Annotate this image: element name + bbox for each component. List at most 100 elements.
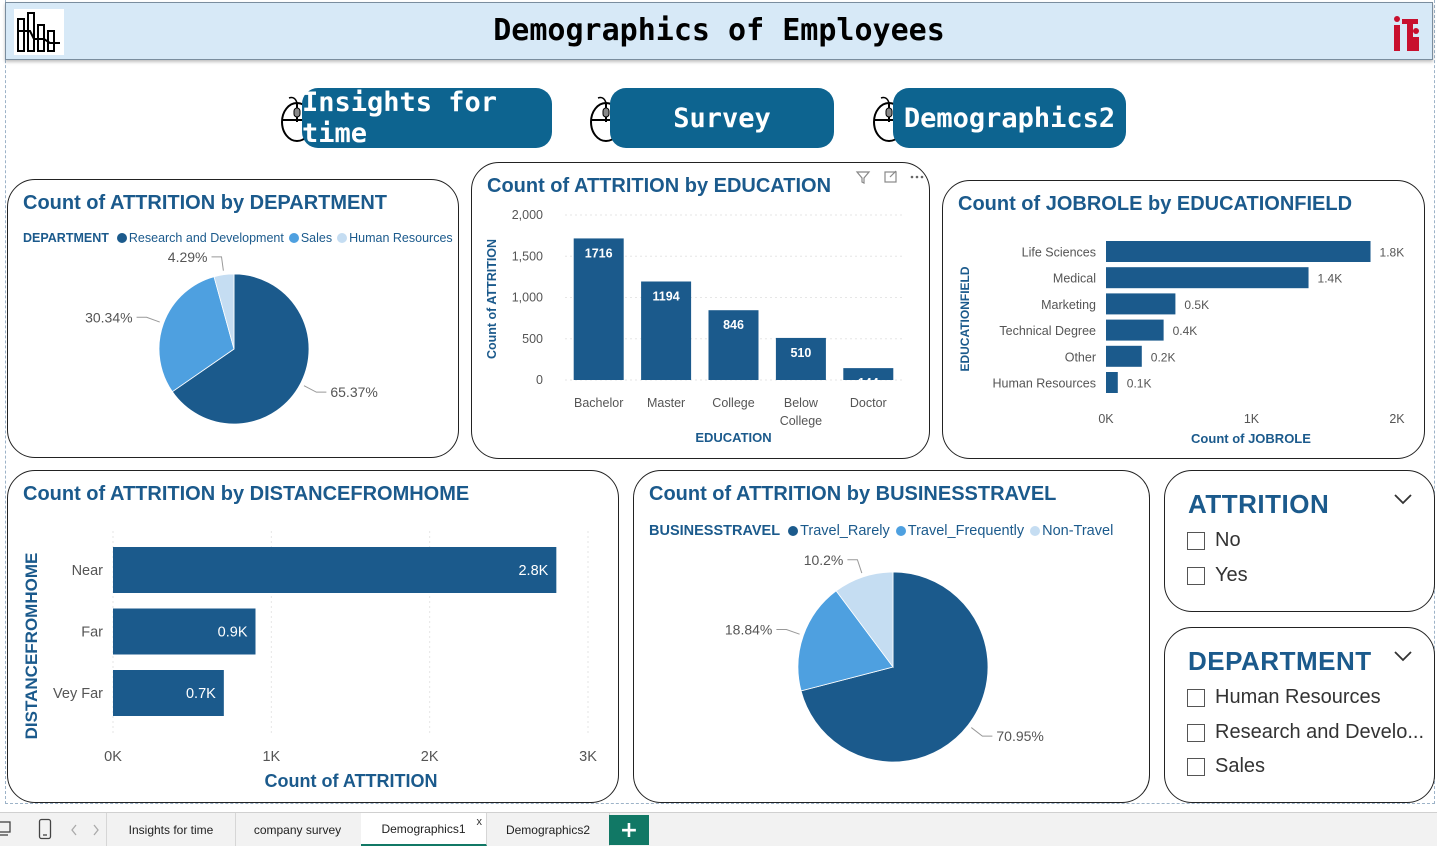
- tab-demographics1[interactable]: Demographics1 x: [361, 813, 487, 846]
- checkbox[interactable]: [1187, 566, 1205, 585]
- title-bar: Demographics of Employees: [5, 2, 1433, 60]
- tab-demographics2[interactable]: Demographics2: [487, 813, 610, 846]
- y-tick-label: Life Sciences: [1022, 246, 1096, 260]
- y-tick-label: Near: [72, 563, 104, 579]
- tab-label: Insights for time: [128, 822, 214, 837]
- slicer-option-sales[interactable]: Sales: [1187, 755, 1265, 778]
- businesstravel-pie-card[interactable]: Count of ATTRITION by BUSINESSTRAVEL BUS…: [633, 470, 1150, 803]
- chevron-down-icon[interactable]: [1394, 493, 1412, 505]
- add-page-button[interactable]: +: [609, 815, 649, 845]
- bar: [641, 281, 692, 380]
- pie-slice: [800, 571, 989, 763]
- legend-item[interactable]: Non-Travel: [1042, 523, 1114, 539]
- x-axis-title: Count of JOBROLE: [1191, 431, 1311, 446]
- nav-survey-button[interactable]: Survey: [610, 88, 834, 148]
- slicer-title: ATTRITION: [1188, 489, 1330, 519]
- data-label: 30.34%: [85, 309, 132, 325]
- chevron-down-icon[interactable]: [1394, 650, 1412, 662]
- bar-chart: Life Sciences 1.8K Medical 1.4K Marketing 0.5…: [958, 241, 1405, 446]
- y-tick-label: Far: [81, 625, 103, 641]
- nav-demographics2-button[interactable]: Demographics2: [893, 88, 1126, 148]
- bar: [843, 368, 894, 380]
- more-options-icon[interactable]: [910, 175, 924, 179]
- education-bar-card[interactable]: Count of ATTRITION by EDUCATION 0 500 1,00…: [471, 162, 930, 459]
- chart-title: Count of ATTRITION by DEPARTMENT: [23, 192, 388, 214]
- y-tick-label: Vey Far: [53, 686, 103, 702]
- chevron-right-icon[interactable]: [92, 824, 100, 836]
- leader-line: [211, 256, 224, 271]
- nav-insights-for-time-button[interactable]: Insights for time: [302, 87, 552, 149]
- x-tick-label: Below: [784, 396, 819, 410]
- data-label: 1194: [653, 289, 680, 303]
- iti-logo-icon: [1392, 15, 1420, 55]
- chart-title: Count of ATTRITION by EDUCATION: [487, 175, 832, 197]
- slicer-option-human-resources[interactable]: Human Resources: [1187, 686, 1381, 709]
- jobrole-bar-card[interactable]: Count of JOBROLE by EDUCATIONFIELD Life …: [942, 180, 1425, 459]
- data-label: 4.29%: [168, 249, 208, 265]
- data-label: 10.2%: [804, 552, 844, 568]
- bar: [573, 238, 624, 380]
- legend-item[interactable]: Sales: [300, 231, 333, 245]
- bar-chart: 0K 1K 2K 3K Near 2.8K Far 0.9K Vey Far 0.7K Count …: [22, 531, 597, 791]
- data-label: 846: [723, 318, 744, 332]
- x-tick-label: 2K: [1389, 412, 1405, 426]
- y-tick-label: 1,000: [512, 291, 543, 305]
- checkbox[interactable]: [1187, 723, 1205, 742]
- x-tick-label: 1K: [262, 749, 280, 765]
- data-label: 510: [790, 346, 811, 360]
- option-label: Yes: [1215, 564, 1248, 586]
- bar-chart: 0 500 1,000 1,500 2,000 1716 Bachelor 1194 Maste…: [485, 208, 902, 445]
- slicer-option-no[interactable]: No: [1187, 529, 1241, 552]
- x-tick-label: 3K: [579, 749, 597, 765]
- option-label: Research and Develo...: [1215, 721, 1425, 743]
- pie-slice: [158, 276, 235, 393]
- department-slicer[interactable]: DEPARTMENT Human Resources Research and …: [1164, 627, 1435, 803]
- checkbox[interactable]: [1187, 757, 1205, 776]
- distance-bar-card[interactable]: Count of ATTRITION by DISTANCEFROMHOME 0…: [7, 470, 619, 803]
- y-tick-label: Human Resources: [992, 377, 1096, 391]
- legend-item[interactable]: Travel_Frequently: [907, 523, 1025, 539]
- x-tick-label: 0K: [104, 749, 122, 765]
- hourglass-chart-icon: [14, 9, 64, 55]
- mobile-view-icon[interactable]: [38, 818, 52, 840]
- bar: [708, 310, 759, 380]
- slicer-option-research[interactable]: Research and Develo...: [1187, 721, 1424, 744]
- close-tab-icon[interactable]: x: [476, 816, 483, 828]
- checkbox[interactable]: [1187, 531, 1205, 550]
- legend-item[interactable]: Research and Development: [128, 231, 284, 245]
- legend-item[interactable]: Travel_Rarely: [800, 523, 890, 539]
- tab-insights-for-time[interactable]: Insights for time: [106, 813, 236, 846]
- report-canvas: [5, 0, 1435, 804]
- y-axis-title: EDUCATIONFIELD: [958, 266, 972, 371]
- y-tick-label: 500: [522, 332, 543, 346]
- legend-item[interactable]: Human Resources: [349, 231, 453, 245]
- legend: DEPARTMENT Research and Development Sales H…: [23, 231, 453, 245]
- focus-mode-icon[interactable]: [884, 170, 897, 183]
- data-label: 0.4K: [1173, 324, 1198, 338]
- x-axis-title: EDUCATION: [695, 430, 771, 445]
- attrition-slicer[interactable]: ATTRITION No Yes: [1164, 470, 1435, 612]
- tab-company-survey[interactable]: company survey: [234, 813, 362, 846]
- slicer-option-yes[interactable]: Yes: [1187, 564, 1248, 587]
- data-label: 18.84%: [725, 622, 772, 638]
- bar: [1106, 241, 1371, 262]
- x-tick-label: College: [712, 396, 754, 410]
- department-pie-card[interactable]: Count of ATTRITION by DEPARTMENT DEPARTM…: [7, 179, 459, 458]
- x-tick-label: 0K: [1098, 412, 1114, 426]
- desktop-view-icon[interactable]: [0, 819, 14, 839]
- pie-slice: [213, 273, 235, 350]
- option-label: Human Resources: [1215, 686, 1381, 708]
- data-label: 0.1K: [1127, 377, 1152, 391]
- pie-chart: 65.37% 30.34% 4.29%: [85, 249, 378, 425]
- leader-line: [776, 629, 800, 635]
- chevron-left-icon[interactable]: [70, 824, 78, 836]
- checkbox[interactable]: [1187, 688, 1205, 707]
- data-label: 0.7K: [186, 686, 216, 702]
- y-tick-label: Marketing: [1041, 298, 1096, 312]
- data-label: 144: [858, 376, 879, 390]
- x-tick-label: 1K: [1244, 412, 1260, 426]
- data-label: 2.8K: [518, 563, 548, 579]
- bar: [113, 608, 256, 655]
- pie-slice: [171, 273, 310, 425]
- filter-icon[interactable]: [855, 171, 871, 184]
